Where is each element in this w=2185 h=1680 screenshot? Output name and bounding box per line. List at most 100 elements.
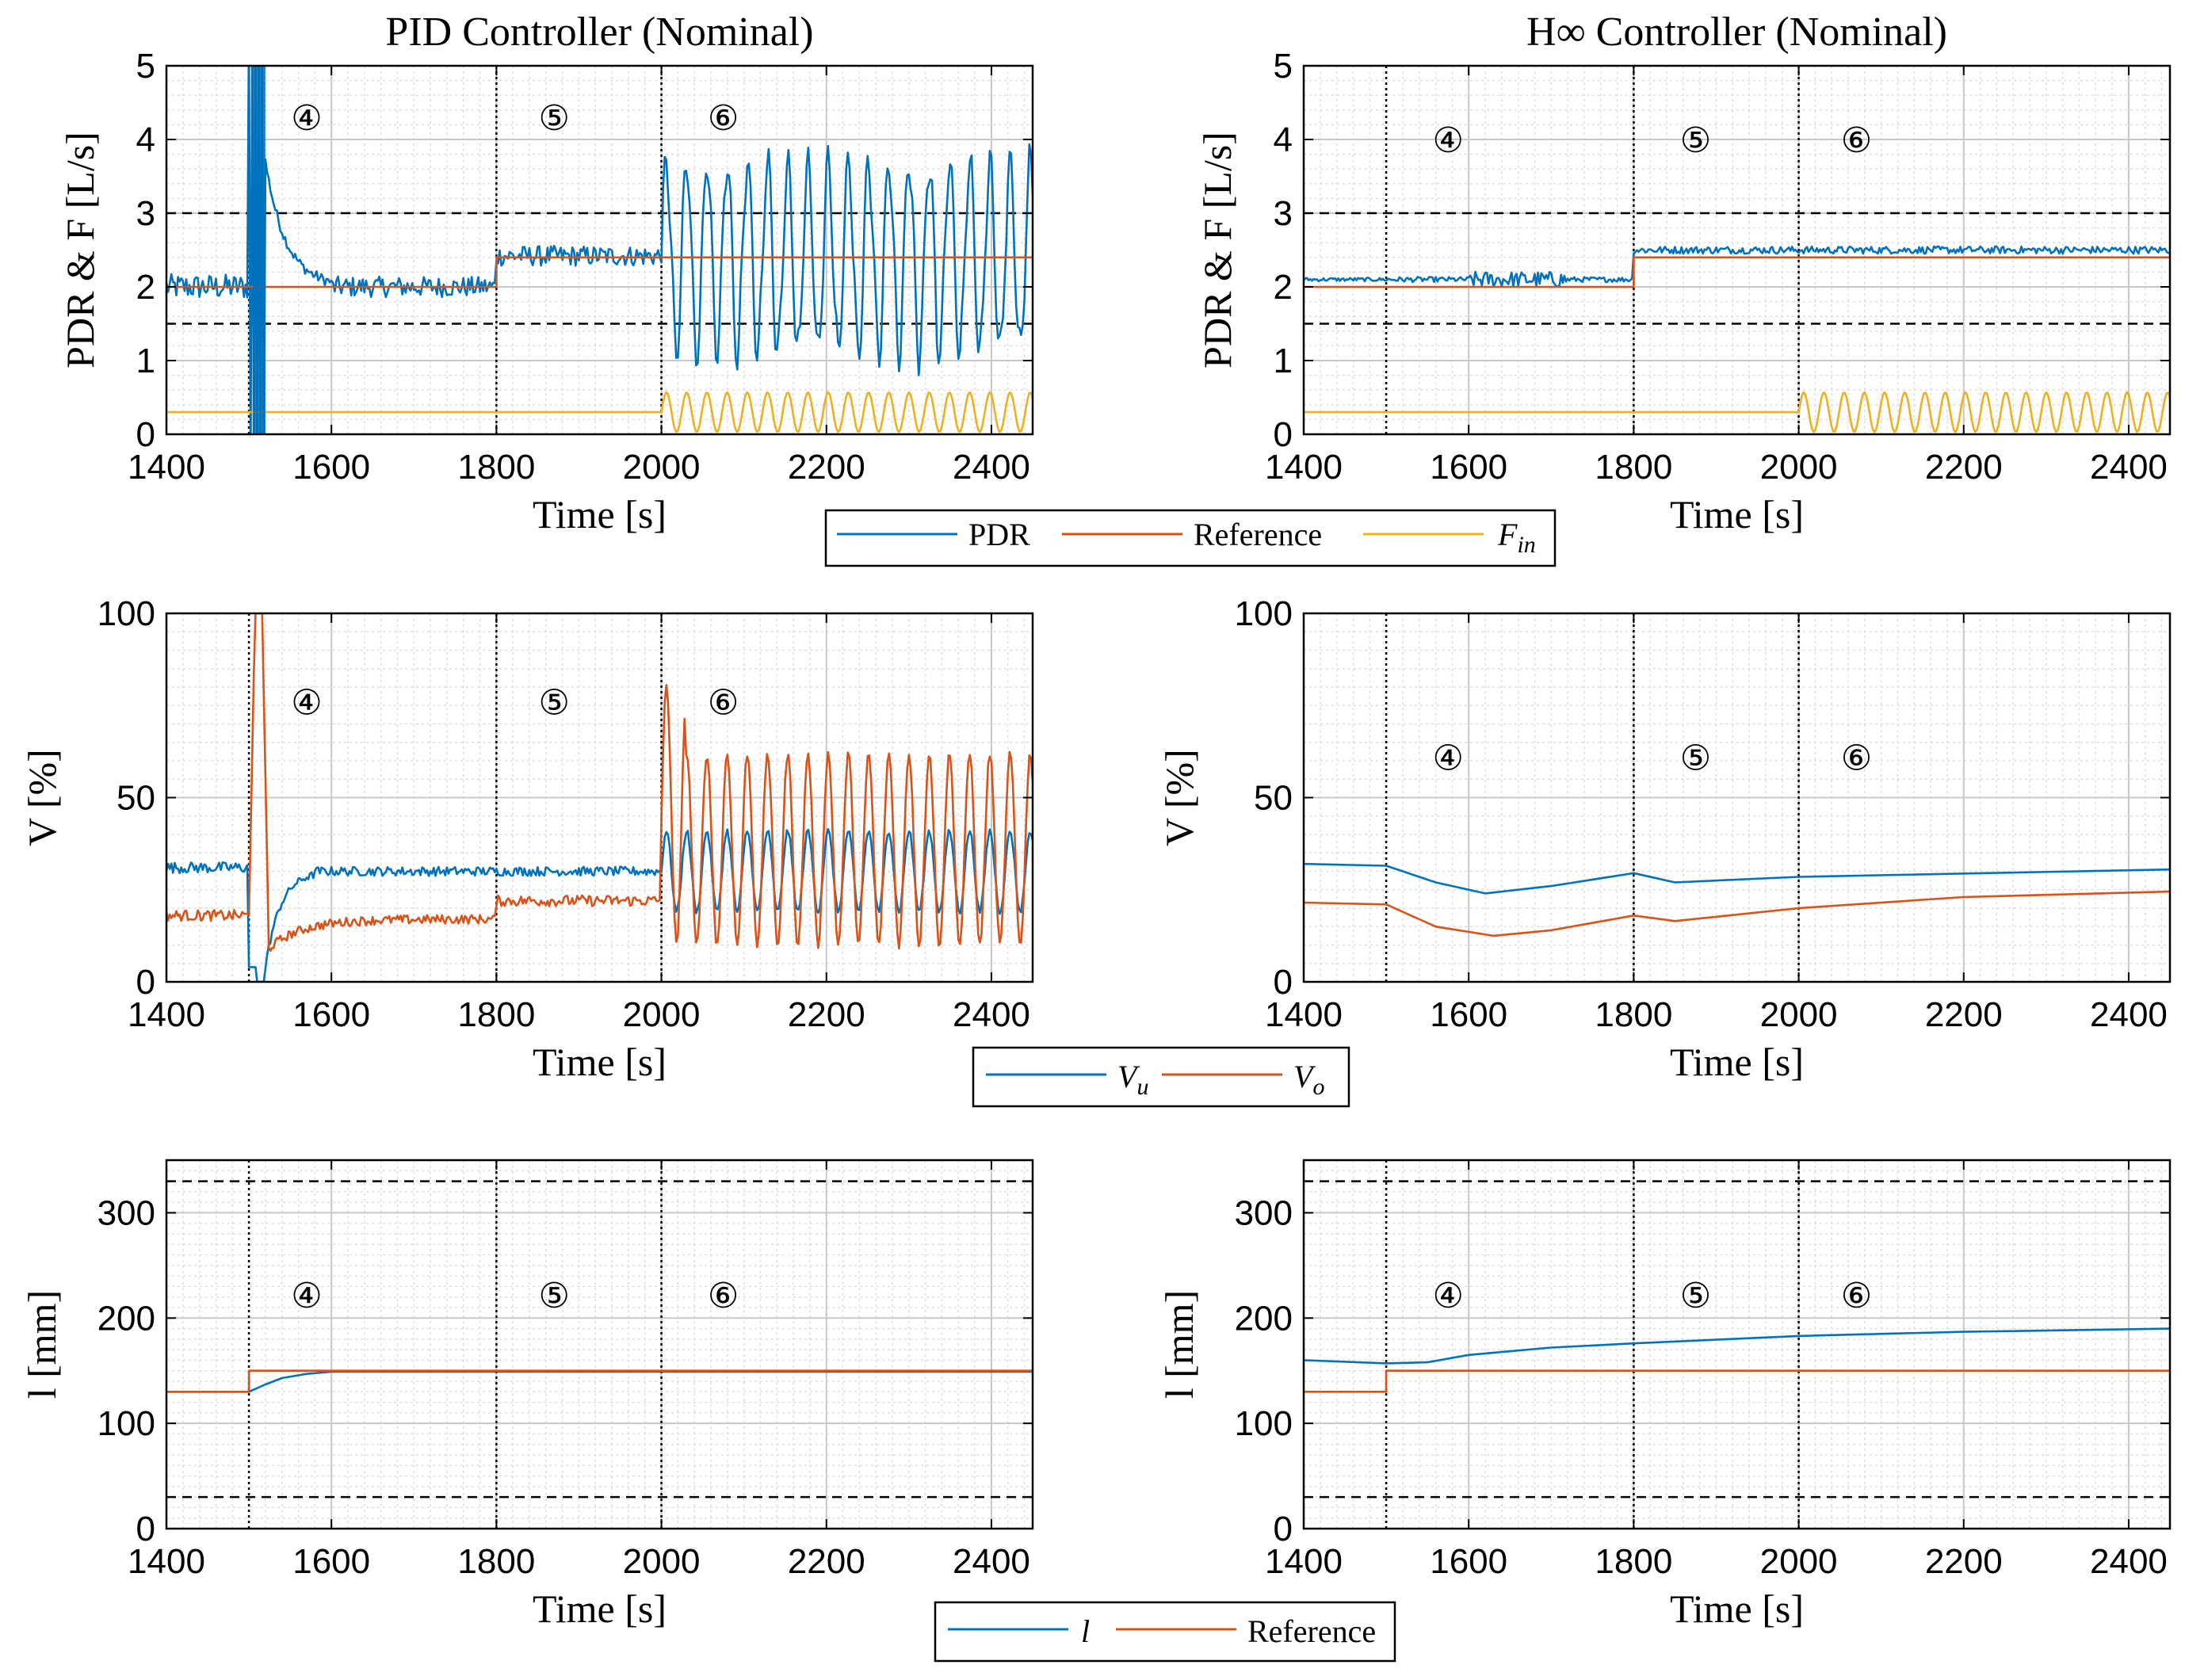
region-label: ⑥	[708, 99, 739, 138]
plot-area	[166, 1160, 1033, 1529]
x-tick-label: 2000	[1760, 448, 1838, 487]
series-reference	[166, 1369, 1033, 1393]
x-tick-label: 2000	[623, 995, 701, 1034]
x-tick-label: 2400	[953, 1542, 1030, 1581]
x-tick-label: 1800	[457, 448, 535, 487]
x-tick-label: 2400	[953, 448, 1030, 487]
x-tick-label: 2200	[1925, 448, 2003, 487]
y-tick-label: 300	[1235, 1193, 1293, 1232]
region-label: ⑤	[1680, 1277, 1711, 1315]
series-group	[1304, 1327, 2170, 1393]
x-tick-label: 1800	[1595, 448, 1672, 487]
y-tick-label: 1	[1274, 342, 1293, 380]
x-tick-label: 2200	[788, 1542, 865, 1581]
x-tick-label: 1600	[292, 1542, 370, 1581]
region-label: ⑤	[1680, 121, 1711, 160]
series-reference	[1304, 256, 2170, 288]
y-tick-label: 100	[97, 594, 155, 633]
x-axis-label: Time [s]	[533, 1040, 667, 1084]
series-vu	[1304, 862, 2170, 895]
x-tick-label: 1800	[457, 995, 535, 1034]
y-tick-label: 50	[1254, 779, 1293, 818]
x-tick-label: 1400	[128, 995, 205, 1034]
axes-box	[1302, 1159, 2172, 1530]
x-tick-label: 1600	[1430, 1542, 1507, 1581]
region-label: ⑤	[1680, 739, 1711, 777]
legend-mid-vo: Vo	[1293, 1059, 1324, 1100]
x-tick-label: 1600	[1430, 448, 1507, 487]
series-vo	[1304, 890, 2170, 937]
chart-pdr-pid: ④ ⑤ ⑥ 1400 1600 1800 2000 2200 2400 0 1 2 3 4 5 Time [s…	[58, 10, 1034, 536]
x-tick-label: 2000	[623, 1542, 701, 1581]
y-tick-label: 2	[136, 268, 155, 307]
y-tick-label: 0	[136, 415, 155, 454]
region-label: ⑤	[539, 684, 570, 723]
x-tick-label: 2200	[788, 448, 865, 487]
series-reference	[166, 256, 1033, 288]
series-l	[1304, 1327, 2170, 1365]
x-tick-label: 1600	[292, 448, 370, 487]
x-tick-label: 1400	[1265, 1542, 1343, 1581]
chart-l-pid: ④ ⑤ ⑥ 1400 1600 1800 2000 2200 2400 0 100 200 300 Tim…	[20, 1159, 1034, 1631]
legend-mid-vu: Vu	[1117, 1059, 1148, 1100]
legend-top-reference: Reference	[1194, 517, 1322, 552]
y-tick-label: 4	[1274, 120, 1293, 159]
legend-top: PDR Reference Fin	[824, 509, 1557, 567]
axes-box	[165, 64, 1034, 436]
y-tick-label: 50	[117, 779, 155, 818]
y-tick-label: 0	[1274, 415, 1293, 454]
x-tick-label: 2400	[953, 995, 1030, 1034]
y-axis-label: l [mm]	[20, 1290, 64, 1399]
x-axis-label: Time [s]	[533, 492, 667, 536]
series-pdr-saturation	[253, 66, 265, 434]
region-label: ⑤	[539, 1277, 570, 1315]
region-label: ⑥	[1841, 1277, 1872, 1315]
legend-bot: l Reference	[934, 1601, 1396, 1663]
x-tick-label: 1800	[1595, 995, 1672, 1034]
region-label: ④	[291, 1277, 322, 1315]
y-axis-label: V [%]	[20, 749, 64, 846]
x-tick-label: 2200	[1925, 995, 2003, 1034]
x-tick-label: 1400	[128, 1542, 205, 1581]
y-tick-label: 100	[1235, 1404, 1293, 1443]
legend-top-fin: Fin	[1497, 517, 1536, 558]
x-axis-label: Time [s]	[1670, 492, 1804, 536]
series-group	[1304, 862, 2170, 937]
series-vu	[166, 827, 1033, 982]
y-tick-label: 200	[1235, 1299, 1293, 1338]
y-axis-label: PDR & F [L/s]	[1195, 132, 1240, 368]
y-tick-label: 200	[97, 1299, 155, 1338]
region-label: ⑤	[539, 99, 570, 138]
chart-title: PID Controller (Nominal)	[385, 10, 813, 55]
y-tick-label: 0	[136, 1510, 155, 1548]
series-group	[166, 1369, 1033, 1393]
x-tick-label: 2000	[1760, 1542, 1838, 1581]
x-tick-label: 1400	[1265, 995, 1343, 1034]
series-group	[1304, 245, 2170, 433]
series-pdr	[166, 66, 1033, 434]
y-tick-label: 100	[1235, 594, 1293, 633]
y-tick-label: 2	[1274, 268, 1293, 307]
y-tick-label: 0	[1274, 963, 1293, 1002]
region-label: ④	[291, 99, 322, 138]
region-label: ⑥	[708, 1277, 739, 1315]
y-tick-label: 0	[1274, 1510, 1293, 1548]
series-pdr	[1304, 245, 2170, 288]
x-tick-label: 2400	[2090, 448, 2168, 487]
x-tick-label: 2000	[1760, 995, 1838, 1034]
x-tick-label: 1400	[128, 448, 205, 487]
region-label: ④	[1432, 739, 1463, 777]
y-tick-label: 300	[97, 1193, 155, 1232]
series-group	[166, 66, 1033, 434]
axes-box	[1302, 64, 2172, 436]
legend-bot-l: l	[1081, 1613, 1090, 1649]
legend-mid: Vu Vo	[972, 1046, 1350, 1108]
series-group	[166, 613, 1033, 982]
x-axis-label: Time [s]	[1670, 1040, 1804, 1084]
x-tick-label: 1800	[1595, 1542, 1672, 1581]
y-tick-label: 3	[136, 194, 155, 233]
x-tick-label: 2200	[788, 995, 865, 1034]
region-label: ④	[1432, 1277, 1463, 1315]
legend-top-pdr: PDR	[968, 517, 1030, 552]
